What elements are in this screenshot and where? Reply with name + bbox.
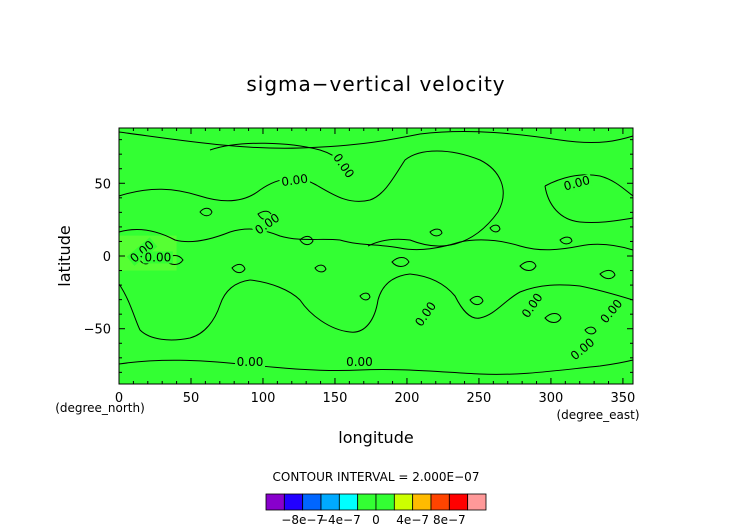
contour-label-bg bbox=[251, 210, 284, 238]
contour-label: 0.00 bbox=[237, 355, 264, 369]
contour-lines bbox=[118, 131, 634, 375]
x-tick-label: 100 bbox=[251, 391, 276, 406]
x-tick-label: 50 bbox=[183, 391, 200, 406]
contour-line bbox=[314, 264, 327, 273]
colorbar-swatch bbox=[448, 493, 469, 511]
contour-line bbox=[118, 131, 634, 149]
x-axis-label: longitude bbox=[338, 428, 413, 447]
colorbar-label: −4e−7 bbox=[318, 513, 361, 527]
plot-area: 0.000.00 0.000.000.00 0.000.00 0.00 0.000.00… bbox=[118, 127, 634, 385]
colorbar-swatch bbox=[467, 493, 487, 511]
contour-line bbox=[409, 273, 634, 319]
contour-line bbox=[599, 269, 616, 280]
colorbar-swatch bbox=[430, 493, 450, 511]
contour-label-bg bbox=[142, 251, 173, 264]
contour-label-bg bbox=[344, 356, 375, 369]
plot-background bbox=[119, 128, 633, 384]
chart-title: sigma−vertical velocity bbox=[246, 72, 505, 96]
contour-label: 0.00 bbox=[280, 172, 308, 190]
x-tick-label: 300 bbox=[539, 391, 564, 406]
colorbar-label: 0 bbox=[372, 513, 380, 527]
colorbar-swatch bbox=[375, 493, 395, 511]
contour-label: 0.00 bbox=[145, 250, 172, 264]
contour-line bbox=[367, 238, 456, 247]
x-unit-label: (degree_east) bbox=[556, 408, 639, 422]
contour-line bbox=[584, 326, 597, 335]
colorbar bbox=[265, 493, 487, 511]
contour-line bbox=[544, 185, 634, 223]
x-tick-label: 350 bbox=[611, 391, 636, 406]
contour-line bbox=[359, 292, 371, 301]
colorbar-label: 4e−7 bbox=[396, 513, 429, 527]
contour-line bbox=[489, 224, 501, 233]
contour-line bbox=[339, 239, 634, 251]
contour-line bbox=[544, 313, 562, 323]
contour-line bbox=[118, 279, 251, 341]
contour-label-bg bbox=[567, 334, 598, 364]
contour-label-bg bbox=[560, 173, 593, 193]
contour-line bbox=[231, 263, 246, 274]
y-tick-label: 50 bbox=[94, 177, 111, 192]
colorbar-swatch bbox=[412, 493, 432, 511]
contour-line bbox=[118, 228, 341, 243]
contour-label-bg bbox=[330, 150, 358, 182]
contour-label-bg bbox=[235, 356, 266, 369]
x-tick-label: 0 bbox=[115, 391, 123, 406]
contour-label-bg bbox=[278, 172, 311, 189]
contour-interval-note: CONTOUR INTERVAL = 2.000E−07 bbox=[273, 470, 480, 484]
contour-line bbox=[469, 295, 484, 306]
contour-line bbox=[519, 261, 537, 271]
colorbar-swatch bbox=[320, 493, 340, 511]
contour-line bbox=[391, 257, 410, 267]
colorbar-swatch bbox=[302, 493, 322, 511]
colorbar-swatch bbox=[393, 493, 414, 511]
contour-label-bg bbox=[597, 295, 626, 327]
contour-label-bg bbox=[412, 298, 440, 330]
contour-label: 0.00 bbox=[346, 355, 373, 369]
colorbar-label: 8e−7 bbox=[433, 513, 466, 527]
contour-line bbox=[249, 273, 411, 333]
colorbar-swatch bbox=[283, 493, 304, 511]
y-unit-label: (degree_north) bbox=[55, 401, 145, 415]
contour-line bbox=[559, 236, 573, 245]
y-axis-ticks: 50 0 −50 bbox=[84, 139, 633, 373]
colorbar-swatch bbox=[265, 493, 285, 511]
x-tick-label: 200 bbox=[395, 391, 420, 406]
contour-line bbox=[299, 235, 314, 246]
contour-line bbox=[118, 359, 634, 375]
y-axis-label: latitude bbox=[55, 225, 74, 286]
x-axis-ticks: 0 50 100 150 200 250 300 350 bbox=[115, 128, 635, 406]
contour-line bbox=[118, 150, 504, 245]
colorbar-swatch bbox=[357, 493, 377, 511]
y-tick-label: −50 bbox=[84, 323, 111, 338]
x-tick-label: 150 bbox=[323, 391, 348, 406]
colorbar-label: −8e−7 bbox=[281, 513, 324, 527]
contour-label-bg bbox=[518, 289, 546, 322]
contour-line bbox=[544, 174, 634, 197]
colorbar-swatch bbox=[338, 493, 359, 511]
contour-label-bg bbox=[126, 237, 158, 266]
contour-line bbox=[199, 207, 213, 217]
contour-line bbox=[429, 228, 443, 237]
contour-label: 0.00 bbox=[562, 173, 591, 193]
x-tick-label: 250 bbox=[467, 391, 492, 406]
y-tick-label: 0 bbox=[103, 250, 111, 265]
colorbar-labels: −8e−7−4e−7 0 4e−7 8e−7 bbox=[281, 513, 465, 527]
